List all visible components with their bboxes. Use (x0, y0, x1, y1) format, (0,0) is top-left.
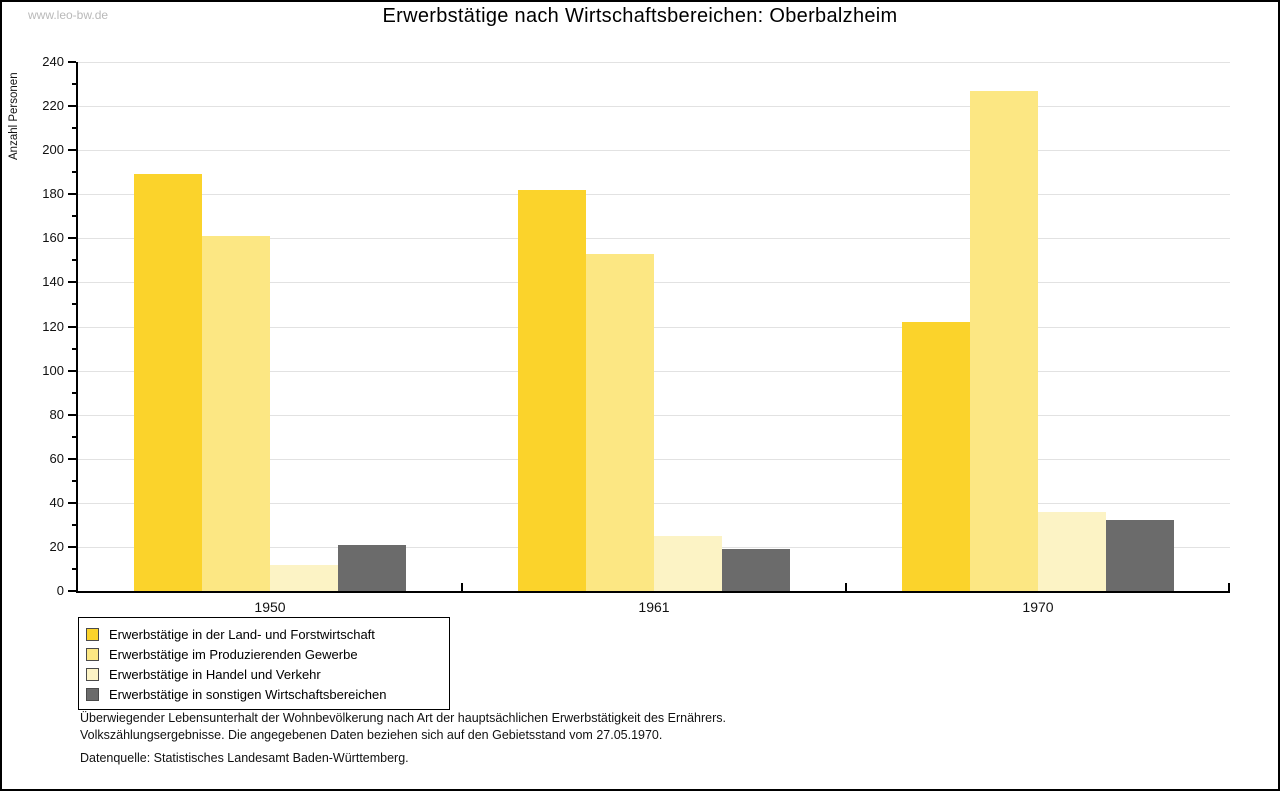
data-source: Datenquelle: Statistisches Landesamt Bad… (80, 751, 409, 765)
y-axis-tick-label: 60 (49, 451, 64, 466)
legend-swatch-2 (86, 647, 99, 661)
legend-swatch-1 (86, 627, 99, 641)
gridline-y-140 (78, 282, 1230, 283)
legend-item: Erwerbstätige im Produzierenden Gewerbe (86, 644, 441, 664)
y-axis-tick-label: 160 (42, 230, 64, 245)
bar-1970-series-1 (902, 322, 970, 591)
footnote-line-2: Volkszählungsergebnisse. Die angegebenen… (80, 728, 663, 742)
bar-1950-series-1 (134, 174, 202, 591)
footnote: Überwiegender Lebensunterhalt der Wohnbe… (80, 710, 726, 744)
y-axis-tick (68, 590, 76, 592)
gridline-y-80 (78, 415, 1230, 416)
bar-1970-series-3 (1038, 512, 1106, 591)
y-axis-title: Anzahl Personen (8, 72, 20, 160)
y-axis-tick (68, 281, 76, 283)
bar-1950-series-4 (338, 545, 406, 591)
y-axis-tick (68, 237, 76, 239)
bar-1961-series-1 (518, 190, 586, 591)
bar-1961-series-2 (586, 254, 654, 591)
chart-title: Erwerbstätige nach Wirtschaftsbereichen:… (382, 5, 898, 27)
bar-1950-series-2 (202, 236, 270, 591)
legend-swatch-4 (86, 687, 99, 701)
y-axis-tick-label: 120 (42, 319, 64, 334)
y-axis-minor-tick (72, 215, 76, 217)
watermark: www.leo-bw.de (28, 8, 109, 22)
y-axis-tick-label: 80 (49, 407, 64, 422)
y-axis-minor-tick (72, 568, 76, 570)
y-axis-tick (68, 61, 76, 63)
gridline-y-220 (78, 106, 1230, 107)
y-axis-tick-label: 0 (56, 583, 64, 598)
y-axis-tick (68, 414, 76, 416)
bar-1950-series-3 (270, 565, 338, 591)
y-axis-tick-label: 240 (42, 54, 64, 69)
footnote-line-1: Überwiegender Lebensunterhalt der Wohnbe… (80, 711, 726, 725)
gridline-y-240 (78, 62, 1230, 63)
x-axis-label: 1970 (1022, 599, 1054, 615)
y-axis-tick (68, 149, 76, 151)
y-axis-minor-tick (72, 259, 76, 261)
legend: Erwerbstätige in der Land- und Forstwirt… (78, 617, 450, 710)
x-axis-separator-tick (845, 583, 847, 591)
y-axis-tick-label: 180 (42, 186, 64, 201)
y-axis-tick (68, 370, 76, 372)
gridline-y-100 (78, 371, 1230, 372)
y-axis-minor-tick (72, 392, 76, 394)
x-axis-separator-tick (461, 583, 463, 591)
gridline-y-60 (78, 459, 1230, 460)
y-axis-minor-tick (72, 348, 76, 350)
plot-area: 0 20 40 60 80 100 120 140 160 180 200 220 240 1950 196… (42, 54, 1230, 615)
y-axis-tick (68, 326, 76, 328)
bar-1961-series-4 (722, 549, 790, 591)
y-axis-tick-label: 220 (42, 98, 64, 113)
legend-label: Erwerbstätige in Handel und Verkehr (109, 666, 321, 682)
y-axis-tick-label: 200 (42, 142, 64, 157)
y-axis-minor-tick (72, 524, 76, 526)
legend-label: Erwerbstätige in sonstigen Wirtschaftsbe… (109, 686, 387, 702)
legend-label: Erwerbstätige in der Land- und Forstwirt… (109, 626, 375, 642)
y-axis-minor-tick (72, 480, 76, 482)
gridline-y-200 (78, 150, 1230, 151)
gridline-y-160 (78, 238, 1230, 239)
y-axis-tick (68, 546, 76, 548)
gridline-y-40 (78, 503, 1230, 504)
y-axis-minor-tick (72, 303, 76, 305)
legend-swatch-3 (86, 667, 99, 681)
y-axis-minor-tick (72, 83, 76, 85)
gridline-y-120 (78, 327, 1230, 328)
y-axis-tick (68, 458, 76, 460)
y-axis-tick (68, 502, 76, 504)
y-axis-tick (68, 193, 76, 195)
legend-label: Erwerbstätige im Produzierenden Gewerbe (109, 646, 358, 662)
y-axis-tick-label: 140 (42, 274, 64, 289)
legend-item: Erwerbstätige in der Land- und Forstwirt… (86, 624, 441, 644)
y-axis-tick-label: 100 (42, 363, 64, 378)
gridline-y-180 (78, 194, 1230, 195)
legend-item: Erwerbstätige in Handel und Verkehr (86, 664, 441, 684)
bar-1970-series-2 (970, 91, 1038, 591)
y-axis-tick-label: 20 (49, 539, 64, 554)
y-axis-tick-label: 40 (49, 495, 64, 510)
x-axis-end-tick (1228, 583, 1230, 591)
bar-1970-series-4 (1106, 520, 1174, 591)
y-axis-tick (68, 105, 76, 107)
y-axis-minor-tick (72, 171, 76, 173)
x-axis-label: 1950 (254, 599, 286, 615)
bar-1961-series-3 (654, 536, 722, 591)
y-axis-minor-tick (72, 436, 76, 438)
x-axis-label: 1961 (638, 599, 670, 615)
legend-item: Erwerbstätige in sonstigen Wirtschaftsbe… (86, 684, 441, 704)
y-axis-minor-tick (72, 127, 76, 129)
